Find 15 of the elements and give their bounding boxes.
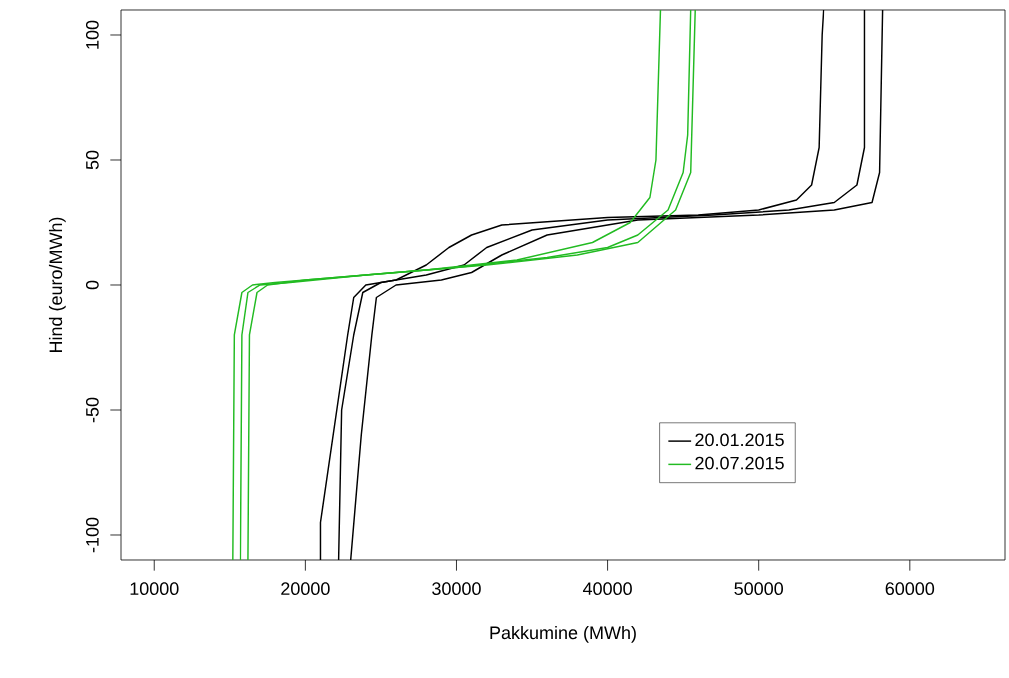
x-tick-label: 20000 — [281, 582, 330, 595]
y-tick-label: -100 — [85, 517, 99, 553]
x-tick-label: 50000 — [734, 582, 784, 595]
legend-label: 20.07.2015 — [695, 456, 784, 470]
x-tick-label: 30000 — [432, 582, 481, 595]
x-tick-label: 10000 — [130, 582, 179, 595]
y-tick-label: 100 — [85, 20, 99, 49]
y-axis-title: Hind (euro/MWh) — [48, 217, 66, 353]
x-tick-label: 60000 — [885, 582, 935, 595]
legend-label: 20.01.2015 — [695, 433, 784, 447]
y-tick-label: 50 — [85, 150, 99, 170]
y-tick-label: -50 — [85, 397, 99, 423]
x-axis-title: Pakkumine (MWh) — [490, 625, 636, 643]
y-tick-label: 0 — [85, 280, 99, 290]
x-tick-label: 40000 — [582, 582, 632, 595]
